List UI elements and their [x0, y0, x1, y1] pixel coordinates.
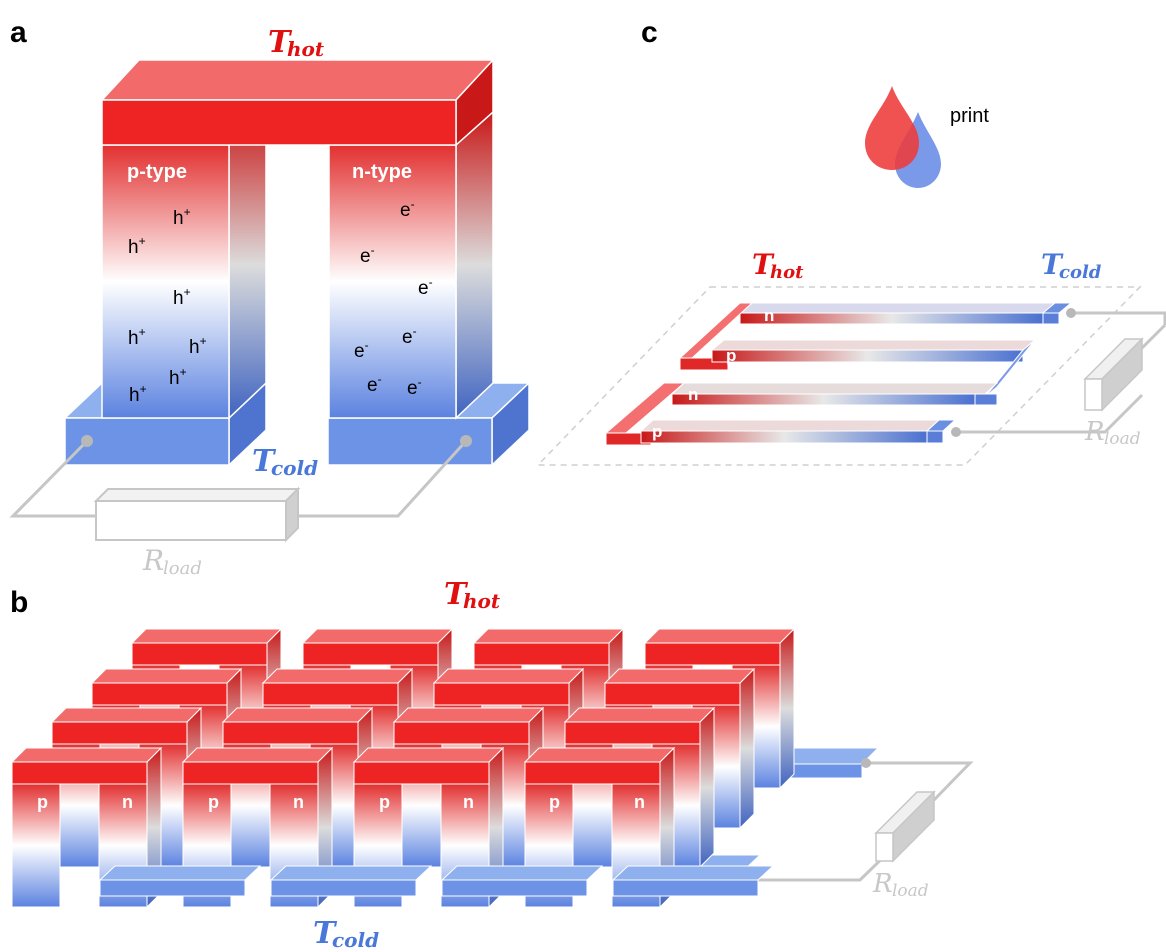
leg-label: p [549, 792, 560, 812]
hot-bar [100, 58, 495, 147]
svg-text:e-: e- [400, 197, 415, 221]
svg-text:e-: e- [418, 275, 433, 299]
svg-text:load: load [163, 558, 202, 579]
svg-text:R: R [1084, 417, 1105, 447]
svg-text:e-: e- [402, 324, 417, 348]
svg-text:h+: h+ [189, 334, 207, 358]
svg-text:R: R [872, 869, 893, 899]
svg-text:load: load [1104, 429, 1141, 449]
svg-text:h+: h+ [128, 234, 146, 258]
substrate-outline [536, 286, 1142, 466]
p-type-label: p-type [127, 161, 187, 183]
holes: h+ h+ h+ h+ h+ h+ h+ [128, 205, 207, 406]
thot-sub-a: hot [287, 37, 325, 61]
cold-foot [611, 865, 775, 897]
panel-c-thot: T hot [752, 248, 804, 283]
panel-a-tcold: T cold [252, 444, 318, 480]
cold-foot [269, 865, 433, 897]
svg-text:h+: h+ [173, 285, 191, 309]
leg-label: n [122, 792, 133, 812]
leg-label: n [463, 792, 474, 812]
strip-label-4: p [652, 422, 662, 441]
circuit-c [951, 308, 1166, 437]
svg-text:R: R [142, 544, 164, 577]
svg-text:h+: h+ [129, 382, 147, 406]
panel-label-a: a [10, 16, 27, 49]
thermo-couple [352, 746, 505, 909]
panel-b-tcold: T cold [313, 916, 379, 952]
svg-text:h+: h+ [169, 365, 187, 389]
electrons: e- e- e- e- e- e- e- [354, 197, 433, 399]
leg-label: p [379, 792, 390, 812]
n-type-label: n-type [352, 161, 412, 183]
ink-droplets-icon [865, 86, 941, 188]
svg-text:h+: h+ [173, 205, 191, 229]
cold-foot [440, 865, 604, 897]
svg-text:e-: e- [407, 375, 422, 399]
rload-a: R load [142, 544, 202, 579]
leg-label: n [293, 792, 304, 812]
leg-label: p [37, 792, 48, 812]
n-type-leg [328, 110, 494, 420]
panel-c-tcold: T cold [1041, 248, 1102, 283]
rload-c: R load [1084, 417, 1141, 449]
svg-text:e-: e- [360, 243, 375, 267]
panel-b-thot: T hot [444, 577, 501, 613]
svg-text:e-: e- [367, 372, 382, 396]
svg-text:cold: cold [1059, 262, 1102, 283]
svg-text:hot: hot [463, 589, 501, 613]
leg-label: n [634, 792, 645, 812]
rload-b: R load [872, 869, 929, 901]
svg-text:T: T [444, 577, 469, 612]
cold-foot [98, 865, 262, 897]
printed-strips [604, 302, 1073, 446]
circuit-a [9, 435, 472, 543]
svg-text:e-: e- [354, 338, 369, 362]
svg-text:cold: cold [332, 928, 379, 952]
svg-text:T: T [252, 444, 277, 479]
strip-label-2: p [726, 346, 736, 365]
svg-text:hot: hot [770, 262, 804, 283]
svg-text:T: T [313, 916, 338, 951]
strip-label-1: n [764, 306, 774, 325]
svg-text:h+: h+ [128, 325, 146, 349]
svg-text:cold: cold [271, 456, 318, 480]
panel-a-title-thot: T hot [268, 25, 325, 61]
panel-label-c: c [641, 16, 658, 49]
strip-label-3: n [688, 385, 698, 404]
leg-label: p [208, 792, 219, 812]
print-label: print [950, 105, 989, 127]
thot-main-a: T [268, 25, 293, 60]
svg-text:T: T [1041, 248, 1064, 281]
svg-text:T: T [752, 248, 775, 281]
svg-text:load: load [892, 881, 929, 901]
panel-label-b: b [10, 586, 28, 619]
